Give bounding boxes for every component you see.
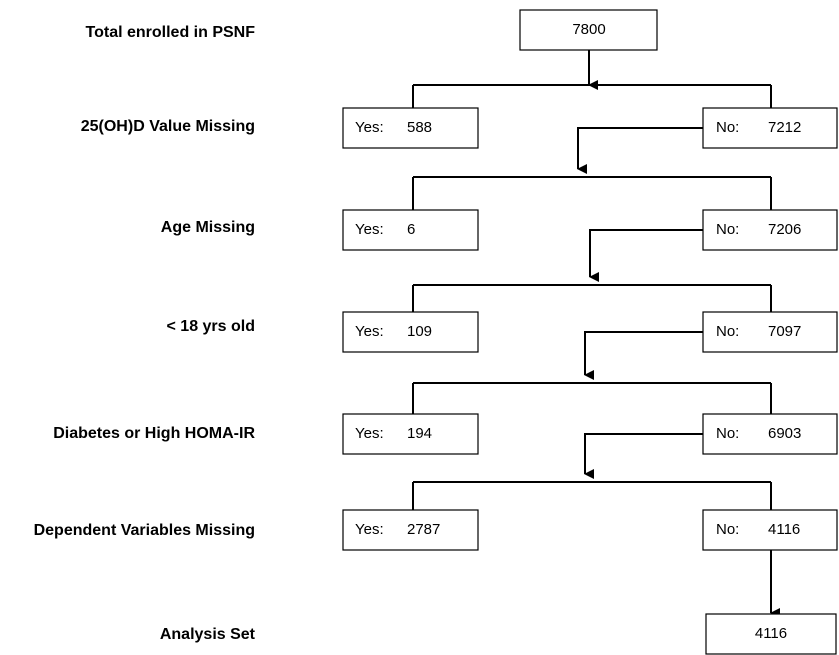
- yes-box: [342, 311, 479, 353]
- no-box: [702, 413, 838, 455]
- yes-box: [342, 107, 479, 149]
- yes-label: Yes:: [355, 323, 384, 340]
- box: [705, 613, 837, 655]
- no-label: No:: [716, 221, 739, 238]
- no-count: 7097: [768, 323, 801, 340]
- arrow: [584, 433, 703, 479]
- no-count: 7212: [768, 119, 801, 136]
- yes-count: 6: [407, 221, 415, 238]
- yes-label: Yes:: [355, 521, 384, 538]
- no-box: [702, 311, 838, 353]
- yes-count: 2787: [407, 521, 440, 538]
- box-count: 7800: [572, 21, 605, 38]
- arrow: [584, 331, 703, 380]
- yes-label: Yes:: [355, 119, 384, 136]
- row-label: Age Missing: [161, 219, 255, 236]
- box-count: 4116: [755, 625, 787, 642]
- no-label: No:: [716, 119, 739, 136]
- yes-box: [342, 413, 479, 455]
- yes-count: 588: [407, 119, 432, 136]
- no-label: No:: [716, 425, 739, 442]
- arrow: [589, 229, 703, 282]
- yes-label: Yes:: [355, 425, 384, 442]
- yes-box: [342, 209, 479, 251]
- arrow: [577, 127, 703, 174]
- row-label: Total enrolled in PSNF: [86, 24, 256, 41]
- yes-count: 194: [407, 425, 432, 442]
- row-label: Analysis Set: [160, 626, 256, 643]
- no-box: [702, 209, 838, 251]
- no-count: 7206: [768, 221, 801, 238]
- row-label: 25(OH)D Value Missing: [81, 118, 255, 135]
- yes-box: [342, 509, 479, 551]
- row-label: < 18 yrs old: [167, 318, 256, 335]
- no-count: 6903: [768, 425, 801, 442]
- row-label: Dependent Variables Missing: [34, 522, 255, 539]
- no-label: No:: [716, 521, 739, 538]
- box: [519, 9, 658, 51]
- row-label: Diabetes or High HOMA-IR: [53, 425, 255, 442]
- no-label: No:: [716, 323, 739, 340]
- no-box: [702, 107, 838, 149]
- yes-label: Yes:: [355, 221, 384, 238]
- no-count: 4116: [768, 521, 800, 538]
- no-box: [702, 509, 838, 551]
- yes-count: 109: [407, 323, 432, 340]
